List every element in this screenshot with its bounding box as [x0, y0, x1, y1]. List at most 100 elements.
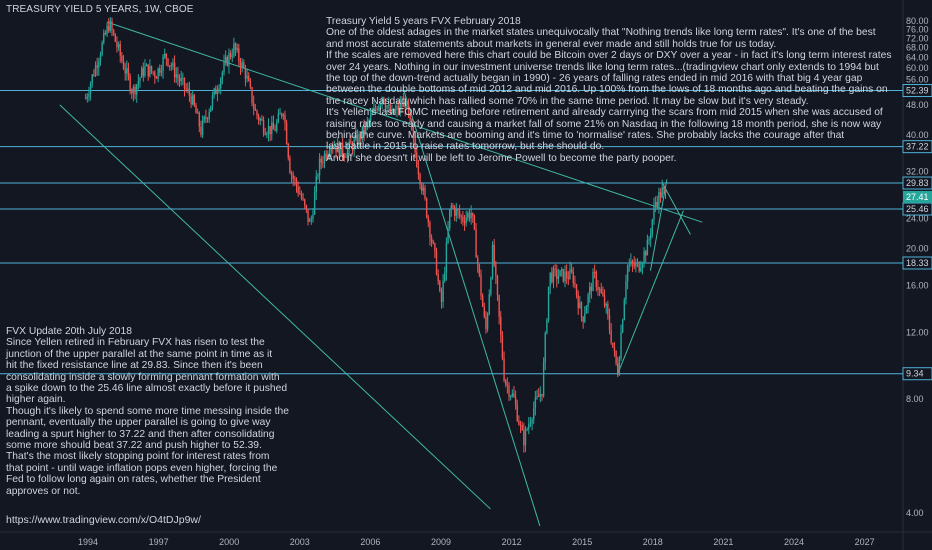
- candle-body: [521, 425, 523, 431]
- time-tick-label: 2024: [784, 537, 804, 547]
- candle-body: [477, 257, 479, 265]
- candle-body: [290, 173, 293, 176]
- candle-body: [323, 153, 326, 164]
- price-level-badge: [902, 176, 932, 190]
- candle-body: [129, 75, 131, 92]
- candle-body: [552, 268, 555, 283]
- note-update-line: Since Yellen retired in February FVX has…: [6, 337, 265, 349]
- candle-body: [340, 142, 342, 157]
- candle-body: [407, 100, 410, 113]
- candle-body: [150, 65, 153, 72]
- candle-body: [633, 263, 635, 267]
- candle-body: [114, 33, 116, 42]
- candle-body: [211, 95, 214, 106]
- candle-body: [139, 77, 141, 82]
- candle-body: [501, 335, 504, 359]
- candle-body: [116, 41, 118, 48]
- candle-body: [513, 393, 515, 398]
- candle-body: [567, 277, 570, 279]
- candle-body: [363, 126, 365, 133]
- candle-body: [216, 91, 219, 95]
- candle-body: [241, 62, 243, 68]
- candle-body: [122, 61, 125, 70]
- candle-body: [159, 68, 161, 73]
- candle-body: [338, 142, 341, 157]
- price-tick-label: 72.00: [906, 33, 929, 43]
- candle-body: [341, 142, 344, 156]
- candle-body: [524, 429, 527, 446]
- note-top-line: If the scales are removed here this char…: [326, 50, 892, 62]
- snapshot-url[interactable]: https://www.tradingview.com/x/O4tDJp9w/: [6, 514, 201, 526]
- price-tick-label: 32.00: [906, 166, 929, 176]
- candle-body: [259, 119, 261, 121]
- candle-body: [272, 122, 275, 130]
- candle-body: [506, 384, 509, 386]
- candle-body: [561, 269, 563, 271]
- candle-body: [149, 65, 151, 77]
- candle-body: [109, 20, 112, 31]
- candles-group: [84, 17, 667, 453]
- candle-body: [539, 393, 542, 397]
- candle-body: [170, 65, 173, 67]
- note-update-line: Fed to follow long again on rates, wheth…: [6, 474, 261, 486]
- note-update-line: consolidating inside a slowly forming pe…: [6, 371, 280, 383]
- candle-body: [94, 65, 97, 76]
- note-update-line: leading a spurt higher to 37.22 and then…: [6, 428, 275, 440]
- note-update-line: higher again.: [6, 394, 66, 406]
- candle-body: [498, 295, 500, 317]
- trendline: [661, 182, 691, 235]
- candle-body: [411, 119, 413, 131]
- candle-body: [188, 88, 191, 96]
- candle-body: [483, 306, 486, 317]
- candle-body: [302, 198, 304, 200]
- candle-body: [458, 211, 461, 216]
- candle-body: [542, 362, 545, 397]
- candle-body: [226, 56, 229, 66]
- note-update-line: pennant, eventually the upper parallel i…: [6, 417, 271, 429]
- candle-body: [198, 112, 201, 127]
- candle-body: [99, 55, 102, 62]
- candle-body: [481, 295, 484, 307]
- candle-body: [248, 75, 250, 81]
- candle-body: [435, 251, 438, 275]
- candle-body: [312, 214, 314, 219]
- candle-body: [648, 239, 650, 241]
- candle-body: [346, 148, 349, 157]
- note-top-line: over 24 years. Nothing in our investment…: [326, 61, 879, 73]
- candle-body: [381, 97, 383, 104]
- note-top-line: the top of the down-trend actually began…: [326, 73, 863, 85]
- candle-body: [317, 175, 319, 177]
- candle-body: [173, 62, 176, 78]
- candle-body: [88, 93, 90, 97]
- candle-body: [592, 271, 594, 292]
- candle-body: [534, 397, 537, 409]
- candle-body: [299, 193, 301, 195]
- note-update-line: FVX Update 20th July 2018: [6, 326, 132, 337]
- candle-body: [131, 91, 133, 94]
- candle-body: [126, 67, 128, 74]
- candle-body: [132, 86, 135, 94]
- candle-body: [557, 276, 560, 280]
- candle-body: [134, 86, 136, 95]
- candle-body: [422, 187, 425, 191]
- candle-body: [488, 294, 490, 315]
- note-update-line: that point - until wage inflation pops e…: [6, 462, 278, 474]
- candle-body: [368, 120, 370, 122]
- candle-body: [565, 271, 568, 278]
- candle-body: [351, 143, 354, 151]
- candle-body: [121, 55, 123, 62]
- note-update-line: hit the fixed resistance line at 29.83. …: [6, 360, 263, 372]
- candle-body: [155, 77, 158, 79]
- candle-body: [508, 385, 510, 397]
- candle-body: [262, 120, 265, 133]
- price-tick-label: 40.00: [906, 130, 929, 140]
- candle-body: [664, 189, 667, 194]
- candle-body: [569, 269, 571, 279]
- candle-body: [144, 66, 146, 76]
- candle-body: [434, 243, 436, 252]
- candle-body: [280, 113, 283, 117]
- candle-body: [646, 239, 649, 256]
- candle-body: [486, 314, 489, 330]
- candle-body: [103, 33, 105, 43]
